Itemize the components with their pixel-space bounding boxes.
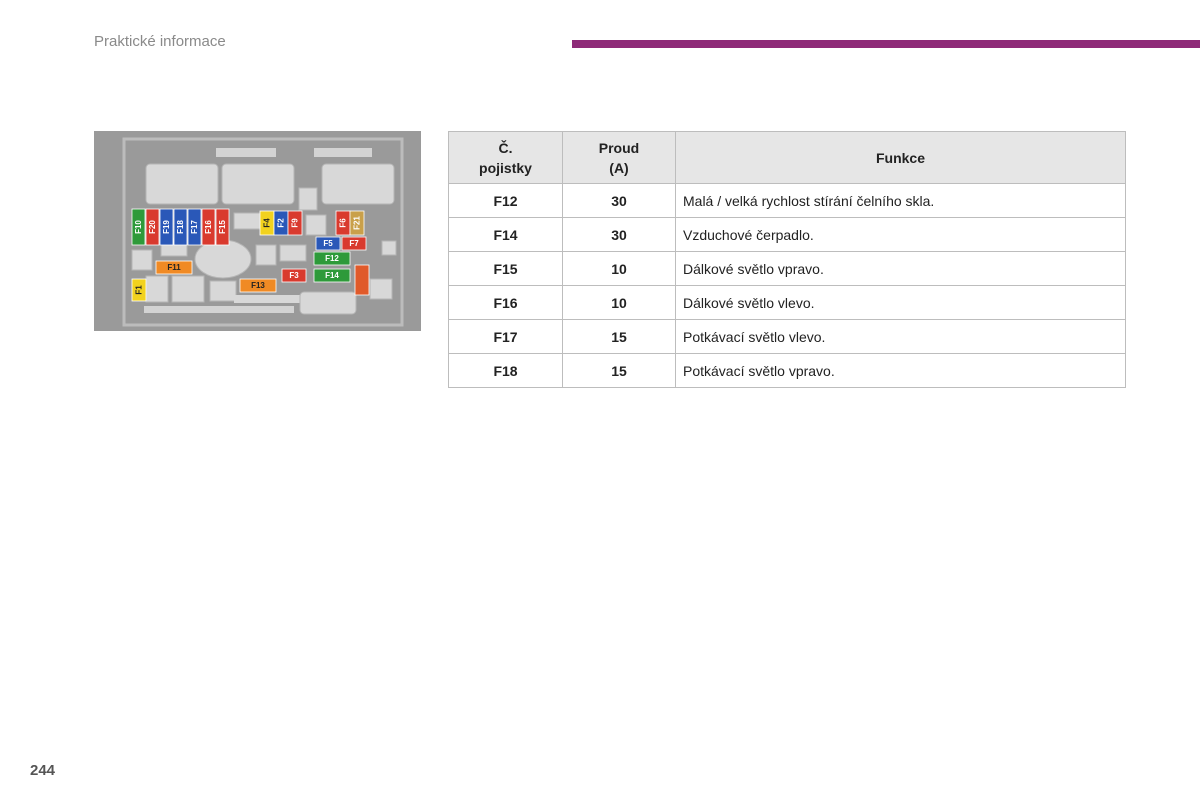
fuse-f21: F21 [349,210,365,236]
fuse-f3: F3 [281,268,307,283]
table-header-row: Č. pojistky Proud (A) Funkce [448,131,1126,184]
table-row: F16 10 Dálkové světlo vlevo. [448,285,1126,320]
current-cell: 30 [562,183,676,218]
fuse-box-svg: F10 F20 F19 F18 F17 F16 F15 F4 F2 F9 F6 F21 F5 F7 F11 F… [122,137,404,327]
fuse-table: Č. pojistky Proud (A) Funkce F12 30 Malá… [448,131,1126,388]
function-cell: Dálkové světlo vlevo. [675,285,1126,320]
fuse-label: F2 [277,218,286,228]
current-cell: 10 [562,251,676,286]
header-current-line2: (A) [609,159,629,176]
fuse-label: F17 [190,220,199,234]
header-accent-bar [572,40,1200,48]
fuse-number-cell: F18 [448,353,563,388]
fuse-f4: F4 [259,210,275,236]
fuse-f1: F1 [131,278,147,302]
function-cell: Dálkové světlo vpravo. [675,251,1126,286]
header-function: Funkce [675,131,1126,184]
current-cell: 15 [562,319,676,354]
fuse-f9: F9 [287,210,303,236]
fuse-f20: F20 [145,208,160,246]
fuse-label: F20 [148,220,157,234]
fuse-label: F21 [353,216,362,230]
header-current-line1: Proud [598,139,640,156]
table-row: F14 30 Vzduchové čerpadlo. [448,217,1126,252]
function-cell: Potkávací světlo vpravo. [675,353,1126,388]
header-fuse-number-line1: Č. [498,139,513,156]
page-number: 244 [30,762,56,779]
fuse-label: F15 [218,220,227,234]
table-row: F17 15 Potkávací světlo vlevo. [448,319,1126,354]
fuse-number-cell: F17 [448,319,563,354]
fuse-f7: F7 [341,236,367,251]
fuse-unlabeled [354,264,370,296]
fuse-f11: F11 [155,260,193,275]
fuse-f18: F18 [173,208,188,246]
fuse-f5: F5 [315,236,341,251]
current-cell: 30 [562,217,676,252]
fuse-f17: F17 [187,208,202,246]
header-current: Proud (A) [562,131,676,184]
table-row: F18 15 Potkávací světlo vpravo. [448,353,1126,388]
fuse-label: F18 [176,220,185,234]
fuse-label: F11 [167,263,181,272]
function-cell: Potkávací světlo vlevo. [675,319,1126,354]
fuse-number-cell: F15 [448,251,563,286]
fuse-f15: F15 [215,208,230,246]
fuse-label: F6 [339,218,348,228]
header-fuse-number: Č. pojistky [448,131,563,184]
fuse-number-cell: F16 [448,285,563,320]
fuse-label: F3 [289,271,299,280]
fuse-label: F13 [251,281,265,290]
fuse-label: F9 [291,218,300,228]
fuse-f14: F14 [313,268,351,283]
fuse-label: F4 [263,218,272,228]
fuse-label: F14 [325,271,339,280]
table-row: F12 30 Malá / velká rychlost stírání čel… [448,183,1126,218]
fuse-f6: F6 [335,210,351,236]
current-cell: 15 [562,353,676,388]
fuse-label: F10 [134,220,143,234]
fuse-label: F7 [349,239,359,248]
fuse-box-diagram: F10 F20 F19 F18 F17 F16 F15 F4 F2 F9 F6 F21 F5 F7 F11 F… [94,131,421,331]
fuse-label: F5 [323,239,333,248]
fuse-f19: F19 [159,208,174,246]
header-title: Praktické informace [94,33,226,50]
current-cell: 10 [562,285,676,320]
function-cell: Malá / velká rychlost stírání čelního sk… [675,183,1126,218]
fuse-label: F12 [325,254,339,263]
fuse-label: F19 [162,220,171,234]
fuse-f16: F16 [201,208,216,246]
fuse-f12: F12 [313,251,351,266]
table-row: F15 10 Dálkové světlo vpravo. [448,251,1126,286]
fuse-f10: F10 [131,208,146,246]
fuse-label: F1 [135,285,144,295]
function-cell: Vzduchové čerpadlo. [675,217,1126,252]
fuse-f13: F13 [239,278,277,293]
fuse-label: F16 [204,220,213,234]
fuse-number-cell: F14 [448,217,563,252]
fuse-number-cell: F12 [448,183,563,218]
header-fuse-number-line2: pojistky [479,159,532,176]
fuse-f2: F2 [273,210,289,236]
